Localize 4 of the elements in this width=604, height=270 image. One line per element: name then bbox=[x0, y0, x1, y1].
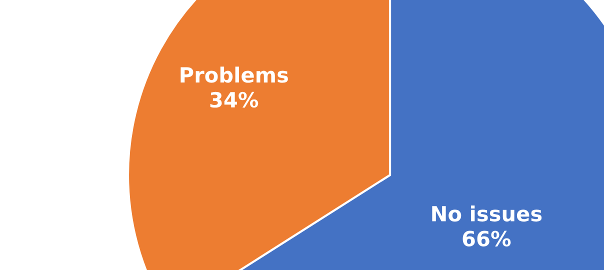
slice-label: No issues bbox=[432, 205, 542, 222]
data-label: 66% bbox=[462, 230, 511, 247]
data-label: 34% bbox=[210, 92, 258, 108]
slice-label: Problems bbox=[180, 66, 288, 83]
